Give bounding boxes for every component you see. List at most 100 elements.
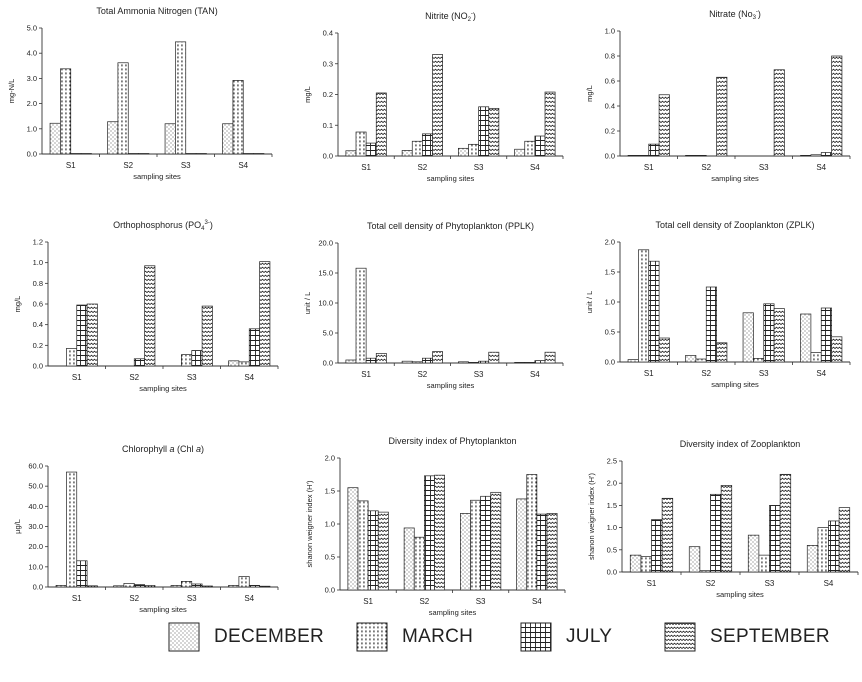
y-tick-label: 1.0 xyxy=(607,523,617,532)
bar-sep-s4 xyxy=(544,91,556,157)
x-tick-label: S4 xyxy=(824,579,834,588)
x-axis-label: sampling sites xyxy=(429,608,477,617)
bar-sep-s1 xyxy=(377,511,389,591)
bar-dec-s4 xyxy=(222,123,234,155)
bar-sep-s4 xyxy=(831,55,843,157)
bar-jul-s4 xyxy=(536,513,548,591)
bar-mar-s3 xyxy=(181,581,193,588)
y-axis-label: mg-N/L xyxy=(7,79,16,104)
bar-jul-s1 xyxy=(76,304,88,367)
y-tick-label: 50.0 xyxy=(28,482,43,491)
bar-mar-s2 xyxy=(695,155,707,157)
bar-mar-s4 xyxy=(817,527,829,573)
x-tick-label: S2 xyxy=(706,579,716,588)
y-tick-label: 0.6 xyxy=(33,300,43,309)
bar-dec-s4 xyxy=(516,498,528,591)
bar-dec-s1 xyxy=(347,487,359,591)
y-tick-label: 0.0 xyxy=(605,152,615,161)
bar-jul-s1 xyxy=(76,560,88,588)
y-tick-label: 3.0 xyxy=(27,74,37,83)
x-tick-label: S3 xyxy=(187,373,197,382)
bar-jul-s3 xyxy=(191,350,203,367)
bar-mar-s1 xyxy=(60,68,72,155)
bar-mar-s3 xyxy=(175,41,187,155)
y-tick-label: 1.5 xyxy=(325,487,335,496)
bar-jul-s3 xyxy=(769,505,781,573)
legend-item-september: SEPTEMBER xyxy=(664,622,830,652)
x-tick-label: S1 xyxy=(72,594,82,603)
bar-sep-s1 xyxy=(375,92,387,157)
bar-mar-s1 xyxy=(640,556,652,573)
y-tick-label: 1.0 xyxy=(605,298,615,307)
bar-sep-s1 xyxy=(661,497,674,573)
y-tick-label: 10.0 xyxy=(318,299,333,308)
bar-mar-s1 xyxy=(638,155,650,157)
bar-mar-s4 xyxy=(810,154,822,157)
legend-label-march: MARCH xyxy=(402,626,474,647)
y-tick-label: 0.2 xyxy=(33,341,43,350)
y-tick-label: 0.0 xyxy=(33,362,43,371)
x-tick-label: S1 xyxy=(361,370,371,379)
x-tick-label: S2 xyxy=(701,163,711,172)
y-tick-label: 0.4 xyxy=(605,102,615,111)
legend-swatch-september xyxy=(664,622,696,652)
bar-jul-s3 xyxy=(763,303,775,363)
x-tick-label: S2 xyxy=(419,597,429,606)
bar-dec-s2 xyxy=(688,546,701,573)
bar-sep-s1 xyxy=(375,353,387,364)
x-tick-label: S2 xyxy=(129,373,139,382)
bar-jul-s2 xyxy=(710,493,722,573)
bar-mar-s2 xyxy=(123,583,135,588)
y-tick-label: 2.5 xyxy=(607,457,617,466)
bar-mar-s1 xyxy=(357,500,369,591)
bar-jul-s1 xyxy=(651,519,663,573)
bar-dec-s1 xyxy=(345,150,357,157)
bar-dec-s3 xyxy=(164,123,176,155)
y-tick-label: 20.0 xyxy=(318,239,333,248)
y-tick-label: 1.2 xyxy=(33,238,43,247)
bar-dec-s1 xyxy=(345,359,357,364)
bar-mar-s3 xyxy=(181,354,193,367)
bar-sep-s4 xyxy=(259,261,271,367)
bar-sep-s1 xyxy=(658,94,670,157)
bar-sep-s2 xyxy=(716,342,728,363)
bar-jul-s3 xyxy=(480,495,492,591)
chart-title: Nitrate (No3-) xyxy=(709,9,761,21)
bar-dec-s4 xyxy=(514,148,526,157)
bar-dec-s4 xyxy=(228,585,240,588)
bar-sep-s2 xyxy=(432,54,443,157)
y-tick-label: 2.0 xyxy=(605,238,615,247)
legend-item-july: JULY xyxy=(520,622,612,652)
chart-zooplankton-density: Total cell density of Zooplankton (ZPLK)… xyxy=(585,220,851,389)
bar-jul-s2 xyxy=(424,475,435,591)
bar-mar-s2 xyxy=(413,536,425,591)
bar-dec-s3 xyxy=(170,585,182,588)
bar-sep-s4 xyxy=(544,351,556,364)
legend-item-december: DECEMBER xyxy=(168,622,324,652)
bar-sep-s1 xyxy=(80,153,92,155)
x-axis-label: sampling sites xyxy=(139,605,187,614)
chart-title: Diversity index of Phytoplankton xyxy=(388,436,516,446)
bar-mar-s1 xyxy=(66,348,78,367)
y-axis-label: shanon weigner index (H') xyxy=(587,473,596,560)
x-axis-label: sampling sites xyxy=(711,380,759,389)
y-tick-label: 1.0 xyxy=(325,520,335,529)
y-tick-label: 60.0 xyxy=(28,462,43,471)
bar-sep-s2 xyxy=(144,265,156,367)
x-tick-label: S4 xyxy=(244,373,254,382)
y-tick-label: 0.0 xyxy=(605,358,615,367)
y-tick-label: 10.0 xyxy=(28,562,43,571)
legend-swatch-december xyxy=(168,622,200,652)
bar-jul-s1 xyxy=(70,153,82,155)
chart-nitrate: Nitrate (No3-) 0.0 0.2 0.4 0.6 0.8 1.0 mg/L S1 S2… xyxy=(585,9,851,183)
bar-sep-s3 xyxy=(490,491,502,591)
bar-jul-s2 xyxy=(422,357,433,364)
x-tick-label: S3 xyxy=(765,579,775,588)
bar-mar-s4 xyxy=(524,362,536,364)
bar-jul-s1 xyxy=(648,260,660,363)
x-tick-label: S1 xyxy=(72,373,82,382)
y-tick-label: 0.4 xyxy=(33,320,43,329)
bar-sep-s2 xyxy=(432,351,443,364)
chart-title: Diversity index of Zooplankton xyxy=(680,439,801,449)
x-tick-label: S3 xyxy=(759,163,769,172)
